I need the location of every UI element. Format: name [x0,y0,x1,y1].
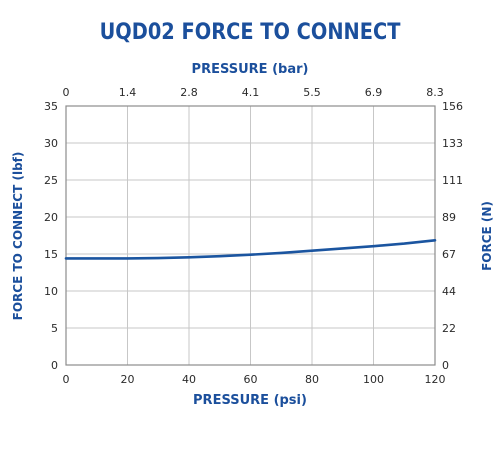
y-tick-label: 15 [44,248,58,261]
x-top-tick-label: 5.5 [303,86,321,99]
y-right-tick-label: 156 [442,100,463,113]
y-right-tick-label: 133 [442,137,463,150]
series-layer [64,239,437,260]
y-tick-label: 35 [44,100,58,113]
x-tick-label: 100 [363,373,384,386]
y-tick-label: 5 [51,322,58,335]
x-top-tick-label: 1.4 [119,86,137,99]
x-top-tick-label: 0 [63,86,70,99]
x-top-tick-label: 6.9 [365,86,383,99]
plot-frame [65,105,436,366]
y-right-tick-label: 89 [442,211,456,224]
grid [65,105,436,366]
y-right-tick-label: 22 [442,322,456,335]
x-tick-label: 0 [63,373,70,386]
x-top-tick-label: 2.8 [180,86,198,99]
y-tick-label: 10 [44,285,58,298]
x-tick-label: 20 [121,373,135,386]
y-tick-label: 25 [44,174,58,187]
chart-title: UQD02 FORCE TO CONNECT [99,20,401,45]
y-tick-label: 0 [51,359,58,372]
y-tick-label: 30 [44,137,58,150]
y-right-tick-label: 44 [442,285,456,298]
y-axis-right-label: FORCE (N) [480,201,494,271]
x-top-tick-label: 4.1 [242,86,260,99]
x-tick-label: 120 [425,373,446,386]
y-right-tick-label: 67 [442,248,456,261]
y-axis-label: FORCE TO CONNECT (lbf) [11,152,25,321]
y-right-tick-label: 0 [442,359,449,372]
x-tick-label: 40 [182,373,196,386]
y-right-tick-label: 111 [442,174,463,187]
x-top-tick-label: 8.3 [426,86,444,99]
y-tick-label: 20 [44,211,58,224]
x-axis-top-label: PRESSURE (bar) [192,62,309,77]
x-tick-label: 60 [244,373,258,386]
x-tick-label: 80 [305,373,319,386]
x-axis-label: PRESSURE (psi) [193,393,307,408]
series-line [64,239,437,260]
